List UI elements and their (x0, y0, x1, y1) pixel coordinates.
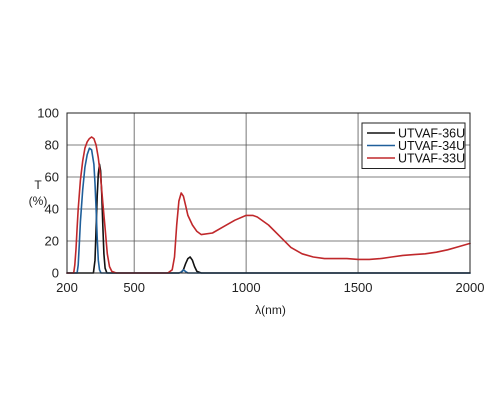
series-line-3 (66, 136, 471, 274)
y-tick-label-0: 0 (52, 266, 59, 281)
legend-label-1: UTVAF-36U (398, 126, 465, 140)
plot-frame (66, 112, 471, 274)
legend-label-2: UTVAF-34U (398, 139, 465, 153)
y-tick-labels: 0 20 40 60 80 100 (37, 106, 59, 281)
x-tick-label-500: 500 (123, 280, 145, 295)
series-line-2 (66, 147, 471, 274)
y-axis-label-line1: T (34, 178, 42, 192)
y-tick-label-20: 20 (45, 234, 59, 249)
y-tick-label-100: 100 (37, 106, 59, 121)
series-line-1 (66, 163, 471, 274)
y-tick-label-80: 80 (45, 138, 59, 153)
x-tick-label-1000: 1000 (232, 280, 261, 295)
series-group (66, 136, 471, 274)
x-axis-label: λ(nm) (255, 303, 286, 317)
y-tick-label-40: 40 (45, 202, 59, 217)
x-tick-label-200: 200 (56, 280, 78, 295)
x-tick-label-2000: 2000 (456, 280, 485, 295)
x-tick-label-1500: 1500 (344, 280, 373, 295)
x-tick-labels: 200 500 1000 1500 2000 (56, 280, 484, 295)
y-axis-label-line2: (%) (29, 194, 48, 208)
y-tick-label-60: 60 (45, 170, 59, 185)
legend-label-3: UTVAF-33U (398, 151, 465, 165)
